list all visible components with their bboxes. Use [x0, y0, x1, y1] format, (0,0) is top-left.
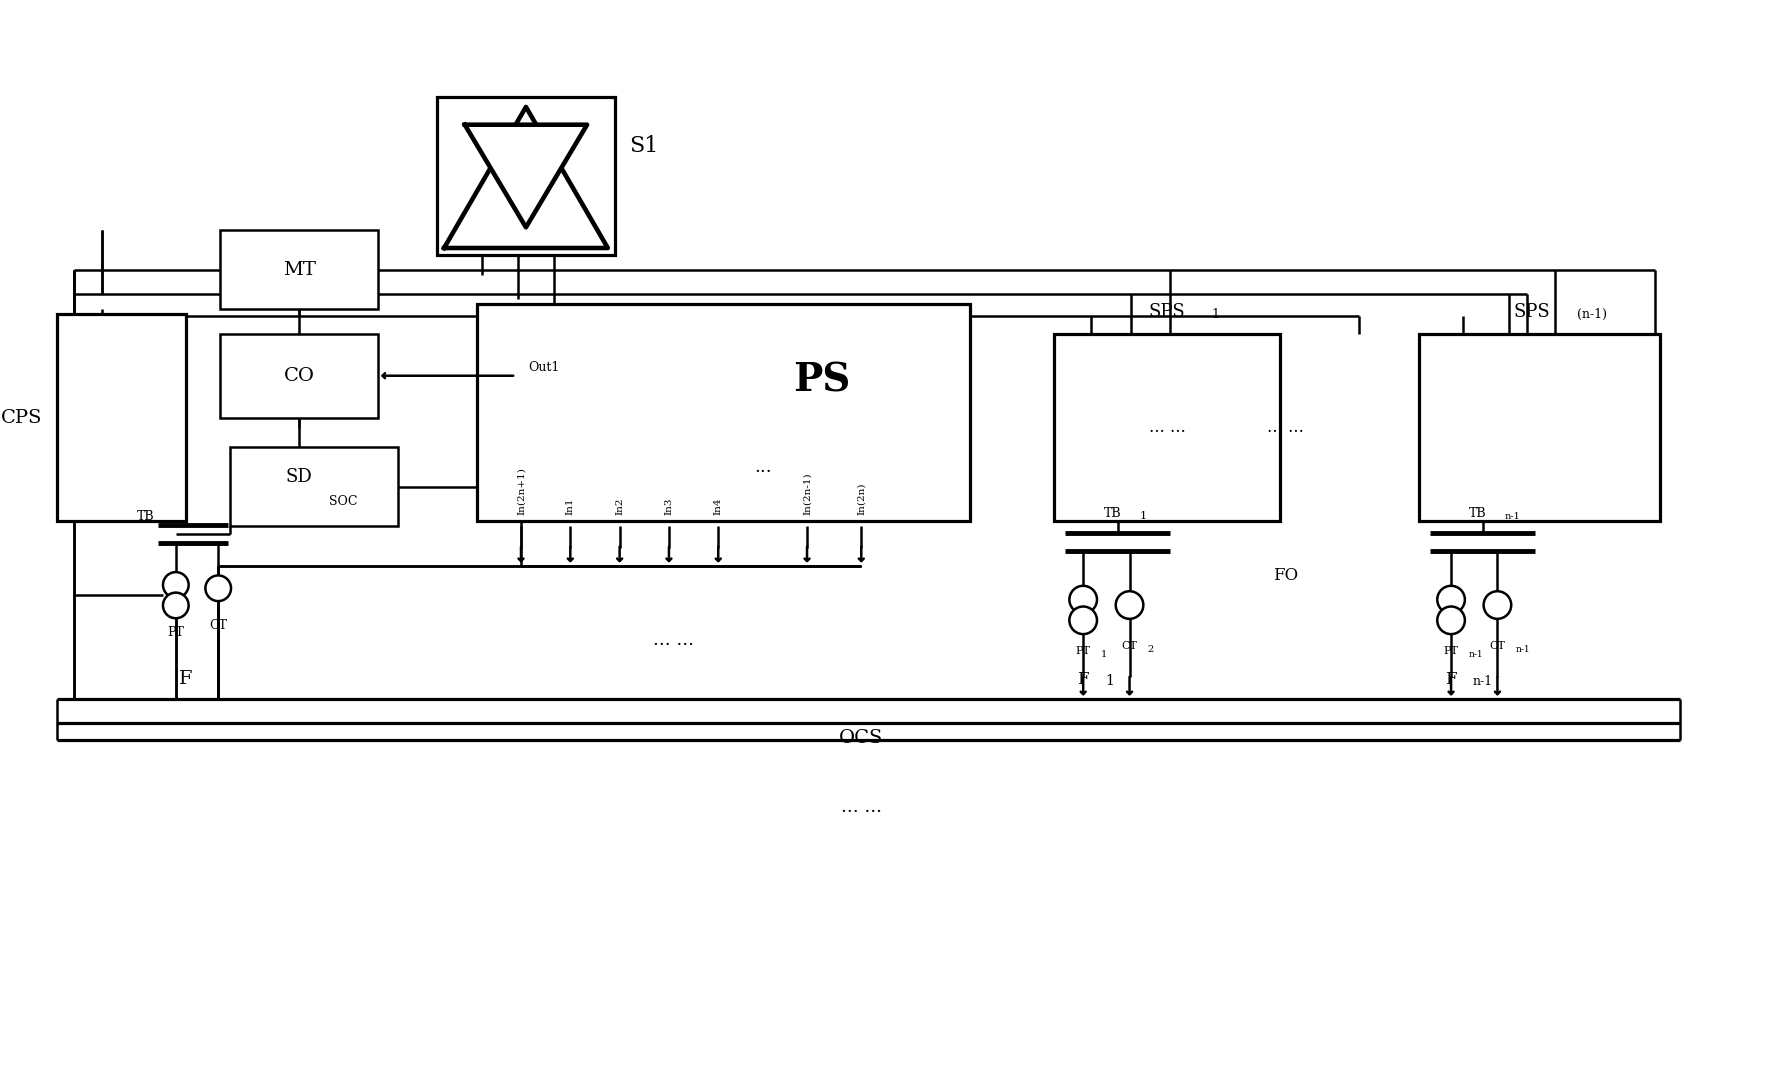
Text: F: F — [179, 670, 193, 688]
Bar — [57, 314, 186, 522]
Text: CT: CT — [1489, 642, 1505, 651]
Text: In(2n-1): In(2n-1) — [803, 472, 812, 515]
Bar — [438, 97, 615, 255]
Text: 1: 1 — [1211, 308, 1220, 321]
Circle shape — [1069, 586, 1097, 614]
Text: 1: 1 — [1101, 650, 1106, 660]
Text: PT: PT — [1076, 647, 1090, 657]
Text: 1: 1 — [1140, 511, 1147, 522]
Text: OCS: OCS — [839, 729, 883, 748]
Text: CT: CT — [1122, 642, 1138, 651]
Circle shape — [1438, 586, 1464, 614]
Text: In1: In1 — [566, 498, 574, 515]
Text: PT: PT — [1443, 647, 1459, 657]
Text: Out1: Out1 — [528, 361, 558, 375]
Text: FO: FO — [1273, 567, 1298, 584]
Text: n-1: n-1 — [1468, 650, 1484, 660]
Bar — [230, 448, 397, 526]
Text: SOC: SOC — [330, 495, 358, 508]
Text: SD: SD — [285, 468, 312, 486]
Text: CPS: CPS — [2, 409, 43, 426]
Text: TB: TB — [1105, 507, 1122, 519]
Text: SPS: SPS — [1512, 303, 1550, 321]
Text: n-1: n-1 — [1504, 512, 1519, 522]
Text: CO: CO — [284, 366, 314, 384]
Text: MT: MT — [282, 260, 316, 278]
Text: TB: TB — [1468, 507, 1486, 519]
Circle shape — [1069, 606, 1097, 634]
Circle shape — [1115, 591, 1144, 619]
Text: 1: 1 — [1105, 674, 1113, 688]
Bar — [1053, 334, 1280, 522]
Text: SPS: SPS — [1149, 303, 1186, 321]
Text: n-1: n-1 — [1516, 646, 1530, 654]
Circle shape — [1484, 591, 1511, 619]
Text: ... ...: ... ... — [840, 798, 881, 816]
Polygon shape — [443, 107, 608, 248]
Text: (n-1): (n-1) — [1576, 308, 1606, 321]
Circle shape — [163, 572, 188, 598]
Bar — [220, 334, 378, 418]
Bar — [1418, 334, 1660, 522]
Text: S1: S1 — [629, 135, 660, 157]
Text: F: F — [1078, 670, 1089, 688]
Text: ... ...: ... ... — [1268, 419, 1303, 436]
Polygon shape — [465, 124, 587, 227]
Text: ... ...: ... ... — [654, 631, 695, 649]
Text: n-1: n-1 — [1473, 675, 1493, 688]
Circle shape — [163, 592, 188, 618]
Text: 2: 2 — [1147, 646, 1154, 654]
Text: In4: In4 — [715, 498, 723, 515]
Text: CT: CT — [209, 619, 227, 632]
Text: TB: TB — [137, 510, 154, 523]
Text: In2: In2 — [615, 498, 624, 515]
Text: ...: ... — [754, 458, 771, 476]
Text: ... ...: ... ... — [1149, 419, 1186, 436]
Text: PT: PT — [167, 627, 184, 639]
Text: In(2n): In(2n) — [856, 483, 865, 515]
Bar — [477, 304, 970, 522]
Circle shape — [206, 575, 230, 601]
Circle shape — [1438, 606, 1464, 634]
Text: PS: PS — [793, 361, 851, 399]
Text: In(2n+1): In(2n+1) — [516, 467, 525, 515]
Text: In3: In3 — [665, 498, 674, 515]
Text: F: F — [1445, 670, 1457, 688]
Bar — [220, 230, 378, 310]
